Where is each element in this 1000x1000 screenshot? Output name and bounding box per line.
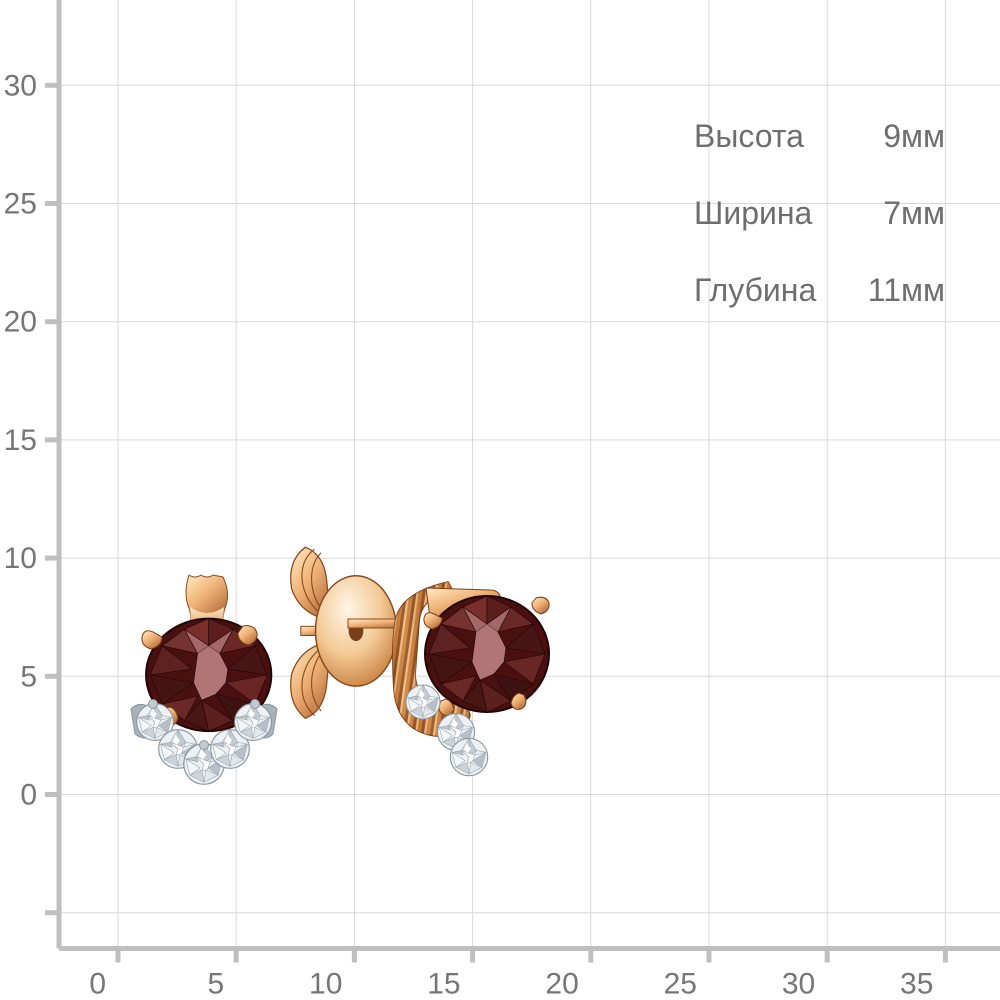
svg-text:0: 0 <box>89 968 106 1000</box>
svg-text:5: 5 <box>208 968 225 1000</box>
svg-text:30: 30 <box>4 69 37 102</box>
svg-text:11мм: 11мм <box>868 272 945 308</box>
svg-text:5: 5 <box>20 660 37 693</box>
svg-text:7мм: 7мм <box>883 195 945 231</box>
svg-text:Глубина: Глубина <box>694 272 816 308</box>
svg-text:10: 10 <box>4 542 37 575</box>
svg-text:35: 35 <box>900 968 933 1000</box>
svg-text:0: 0 <box>20 779 37 812</box>
svg-text:25: 25 <box>664 968 697 1000</box>
svg-text:30: 30 <box>782 968 815 1000</box>
svg-text:20: 20 <box>4 306 37 339</box>
svg-text:25: 25 <box>4 188 37 221</box>
svg-text:9мм: 9мм <box>883 118 945 154</box>
svg-text:20: 20 <box>545 968 578 1000</box>
svg-text:15: 15 <box>427 968 460 1000</box>
svg-text:15: 15 <box>4 424 37 457</box>
svg-text:Ширина: Ширина <box>694 195 813 231</box>
svg-text:Высота: Высота <box>694 118 804 154</box>
svg-text:10: 10 <box>309 968 342 1000</box>
